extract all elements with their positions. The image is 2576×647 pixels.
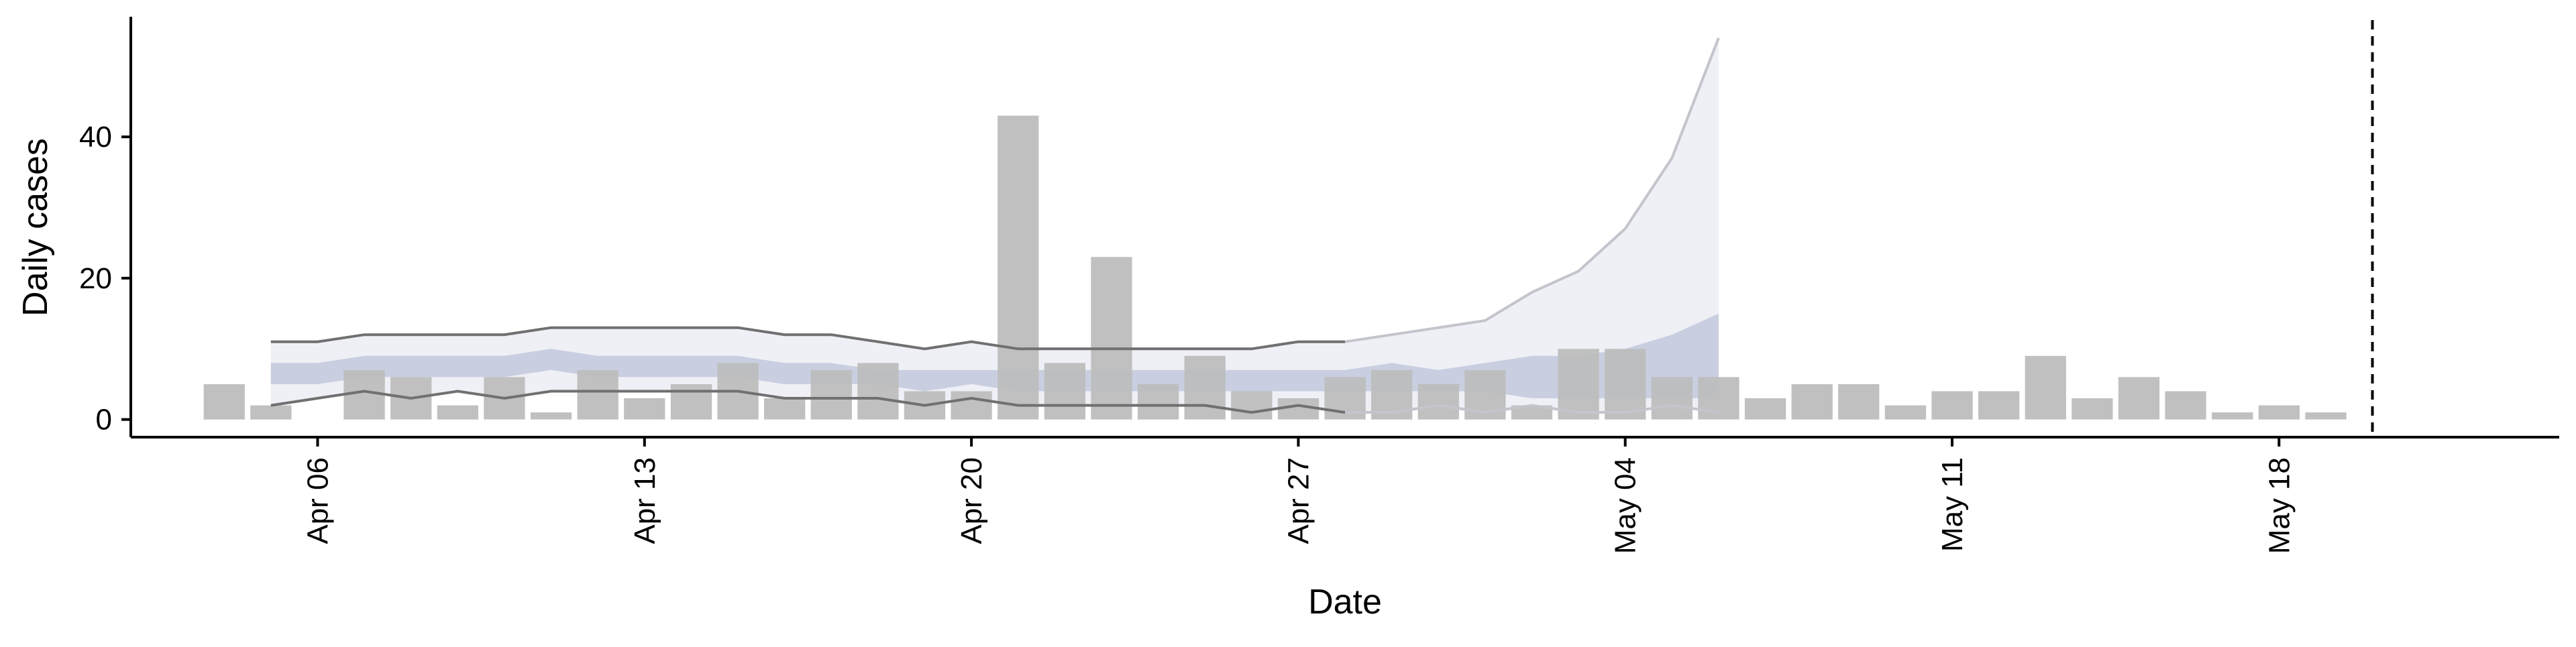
bar [1091, 257, 1132, 420]
bar [764, 398, 806, 420]
bar [250, 405, 292, 420]
lower-90-line-forecast [1345, 404, 1719, 414]
bar [1931, 391, 1973, 420]
bar [1231, 391, 1273, 420]
bar [1884, 405, 1927, 420]
bar [998, 115, 1039, 420]
x-tick-label: May 18 [2263, 457, 2296, 554]
bar [1605, 349, 1646, 420]
bar [2072, 398, 2113, 420]
bar [1744, 398, 1786, 420]
bar [2305, 412, 2347, 420]
bar [1417, 384, 1459, 420]
estimate-bands [270, 38, 1719, 413]
bar [2025, 355, 2066, 420]
y-axis-title: Daily cases [16, 138, 55, 316]
bar [810, 369, 852, 420]
x-tick-label: May 04 [1609, 457, 1642, 554]
bar [624, 398, 665, 420]
estimate-lines [270, 37, 1720, 414]
y-tick-label: 0 [96, 404, 112, 436]
bar [857, 363, 899, 420]
x-tick-label: Apr 27 [1282, 457, 1315, 544]
bar [1277, 398, 1320, 420]
upper-90-line-fit [270, 326, 1345, 351]
bar [530, 412, 572, 420]
lower-90-line-fit [270, 390, 1346, 414]
bar [1558, 349, 1599, 420]
bar [1651, 377, 1693, 420]
bar [1511, 405, 1553, 420]
bar [670, 384, 712, 420]
bar [1838, 384, 1880, 420]
bar [951, 391, 992, 420]
bar [2165, 391, 2206, 420]
bar [2258, 405, 2300, 420]
bar [203, 384, 245, 420]
x-tick-label: Apr 06 [301, 457, 334, 544]
bar [577, 369, 619, 420]
bar [1184, 355, 1226, 420]
upper-90-line-forecast [1344, 37, 1720, 343]
bar [2118, 377, 2160, 420]
bars-group [203, 115, 2347, 420]
bar [1044, 363, 1085, 420]
bar [1791, 384, 1833, 420]
bar [1978, 391, 2020, 420]
x-axis-title: Date [1308, 583, 1382, 622]
bar [1137, 384, 1179, 420]
x-tick-label: Apr 13 [629, 457, 661, 544]
y-tick-label: 40 [79, 121, 112, 154]
bar [2212, 412, 2253, 420]
axes: 0 20 40 Apr 06 Apr 13 Apr 20 Apr 27 May 04 May 1… [79, 17, 2559, 554]
bar [437, 405, 478, 420]
x-tick-label: Apr 20 [955, 457, 988, 544]
bar [343, 369, 385, 420]
x-tick-label: May 11 [1936, 457, 1969, 552]
bar [1698, 377, 1739, 420]
y-tick-label: 20 [79, 262, 112, 295]
